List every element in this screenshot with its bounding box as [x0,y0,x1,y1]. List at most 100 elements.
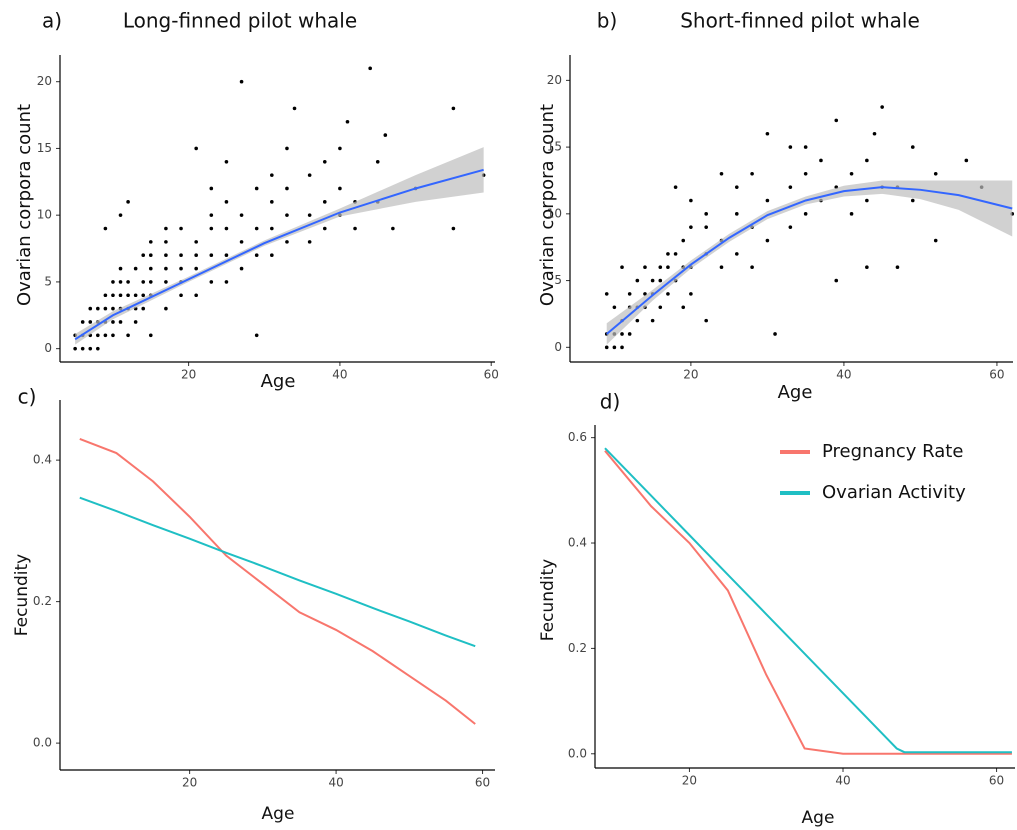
data-point [719,265,724,270]
data-point [285,213,289,217]
data-point [141,253,146,258]
data-point [164,266,168,271]
data-point [635,318,640,323]
data-point [194,266,198,271]
data-point [103,306,108,311]
data-point [118,213,123,217]
data-point [788,225,793,229]
data-point [803,171,808,176]
data-point [164,226,168,231]
data-point [73,346,77,351]
x-axis-title: Age [802,808,835,828]
data-point [803,212,808,216]
fit-line [606,186,1013,335]
data-point [322,159,327,164]
data-point [704,212,708,216]
data-point [285,186,289,191]
data-point [126,293,130,298]
data-point [209,280,214,284]
data-point [322,200,327,204]
data-point [164,240,168,244]
data-point [80,346,85,351]
x-tick-label: 40 [332,368,347,382]
y-tick-label: 0.6 [568,430,587,444]
data-point [849,212,854,216]
data-point [80,320,85,324]
data-point [819,158,823,163]
data-point [254,253,259,258]
data-point [224,159,229,164]
data-point [658,305,663,310]
data-point [620,332,624,336]
data-point [270,253,274,258]
y-tick-label: 0.0 [568,746,587,760]
data-point [270,173,274,177]
data-point [118,320,123,324]
data-point [451,106,456,111]
data-point [254,186,259,191]
data-point [612,345,617,350]
series-line [79,437,476,725]
x-tick-label: 20 [682,774,697,788]
data-point [666,252,670,256]
data-point [750,171,754,176]
series-line [79,496,476,648]
data-point [111,320,115,324]
data-point [788,185,793,189]
data-point [689,292,693,296]
x-tick-label: 20 [182,776,197,790]
y-axis-title: Fecundity [12,554,32,636]
data-point [345,119,350,124]
data-point [164,253,168,258]
data-point [133,266,138,271]
data-point [650,278,655,283]
data-point [224,253,229,258]
data-point [734,185,739,189]
data-point [773,332,777,336]
y-tick-label: 15 [547,140,562,154]
y-tick-label: 0.0 [33,736,52,750]
data-point [88,346,93,351]
data-point [285,240,289,244]
data-point [126,200,130,204]
data-point [872,131,877,136]
data-point [895,265,900,270]
data-point [179,253,183,258]
data-point [673,252,678,256]
x-axis-title: Age [261,371,296,392]
data-point [391,226,395,231]
y-axis-title: Fecundity [538,559,558,641]
data-point [179,293,183,298]
x-tick-label: 40 [328,776,343,790]
legend-label: Ovarian Activity [822,482,966,503]
data-point [627,332,632,336]
y-tick-label: 0.2 [568,641,587,655]
data-point [765,131,770,136]
legend-label: Pregnancy Rate [822,441,963,462]
y-tick-label: 15 [37,141,52,155]
data-point [148,266,153,271]
panel-label: b) [597,9,618,33]
data-point [734,252,739,256]
data-point [133,320,138,324]
data-point [451,226,456,231]
y-tick-label: 20 [37,74,52,88]
y-axis-title: Ovarian corpora count [14,104,35,306]
data-point [689,225,693,229]
data-point [194,146,198,151]
data-point [126,333,130,338]
y-tick-label: 10 [547,206,562,220]
data-point [627,292,632,296]
data-point [865,265,869,270]
data-point [148,240,153,244]
data-point [338,186,342,191]
y-axis-title: Ovarian corpora count [537,104,558,306]
data-point [103,226,108,231]
data-point [194,293,198,298]
data-point [209,253,214,258]
data-point [849,171,854,176]
y-tick-label: 20 [547,73,562,87]
x-axis-title: Age [778,382,813,403]
data-point [307,173,312,177]
